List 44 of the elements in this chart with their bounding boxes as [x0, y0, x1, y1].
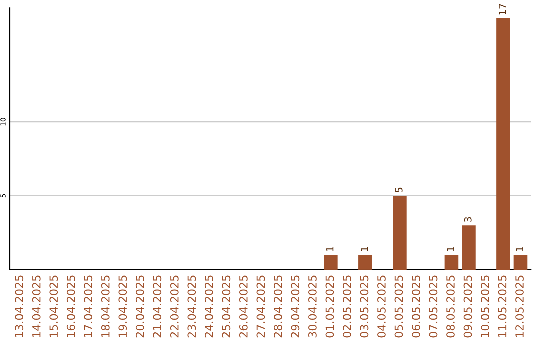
x-tick-label: 22.04.2025 — [170, 276, 179, 338]
data-label: 1 — [516, 247, 524, 252]
x-tick-label: 11.05.2025 — [498, 276, 507, 338]
x-tick-label: 21.04.2025 — [153, 276, 162, 338]
x-tick-label: 28.04.2025 — [274, 276, 282, 338]
x-tick-label: 07.05.2025 — [429, 276, 438, 338]
data-label: 17 — [499, 4, 506, 15]
x-tick-label: 24.04.2025 — [204, 276, 214, 338]
x-tick-label: 12.05.2025 — [516, 276, 524, 338]
x-tick-label: 13.04.2025 — [15, 276, 24, 338]
x-tick-label: 16.04.2025 — [66, 276, 76, 338]
x-tick-label: 03.05.2025 — [360, 276, 369, 338]
bar — [514, 255, 528, 270]
bar — [444, 255, 459, 270]
x-tick-label: 10.05.2025 — [481, 276, 490, 338]
bar — [324, 255, 338, 270]
x-tick-label: 20.04.2025 — [136, 276, 144, 338]
x-tick-label: 30.04.2025 — [308, 276, 317, 338]
bar — [393, 196, 407, 270]
x-tick-label: 08.05.2025 — [446, 276, 455, 338]
x-tick-label: 05.05.2025 — [394, 276, 404, 338]
x-tick-label: 14.04.2025 — [32, 276, 41, 338]
data-label: 5 — [396, 188, 403, 192]
bar — [462, 226, 476, 270]
data-label: 1 — [361, 247, 368, 252]
x-tick-label: 26.04.2025 — [239, 276, 248, 338]
data-label: 1 — [326, 247, 334, 252]
x-tick-label: 29.04.2025 — [291, 276, 300, 338]
x-tick-label: 27.04.2025 — [256, 276, 266, 338]
data-label: 1 — [447, 247, 454, 252]
x-tick-label: 04.05.2025 — [378, 276, 386, 338]
x-tick-label: 23.04.2025 — [188, 276, 196, 338]
x-tick-label: 25.04.2025 — [222, 276, 231, 338]
x-tick-label: 09.05.2025 — [464, 276, 472, 338]
data-label: 3 — [464, 217, 472, 222]
bar — [358, 255, 372, 270]
x-tick-label: 18.04.2025 — [101, 276, 110, 338]
x-tick-label: 19.04.2025 — [118, 276, 128, 338]
x-tick-label: 06.05.2025 — [412, 276, 420, 338]
x-tick-label: 17.04.2025 — [84, 276, 93, 338]
x-tick-label: 01.05.2025 — [326, 276, 334, 338]
bar — [496, 18, 510, 270]
x-tick-label: 02.05.2025 — [343, 276, 352, 338]
x-tick-label: 15.04.2025 — [50, 276, 58, 338]
